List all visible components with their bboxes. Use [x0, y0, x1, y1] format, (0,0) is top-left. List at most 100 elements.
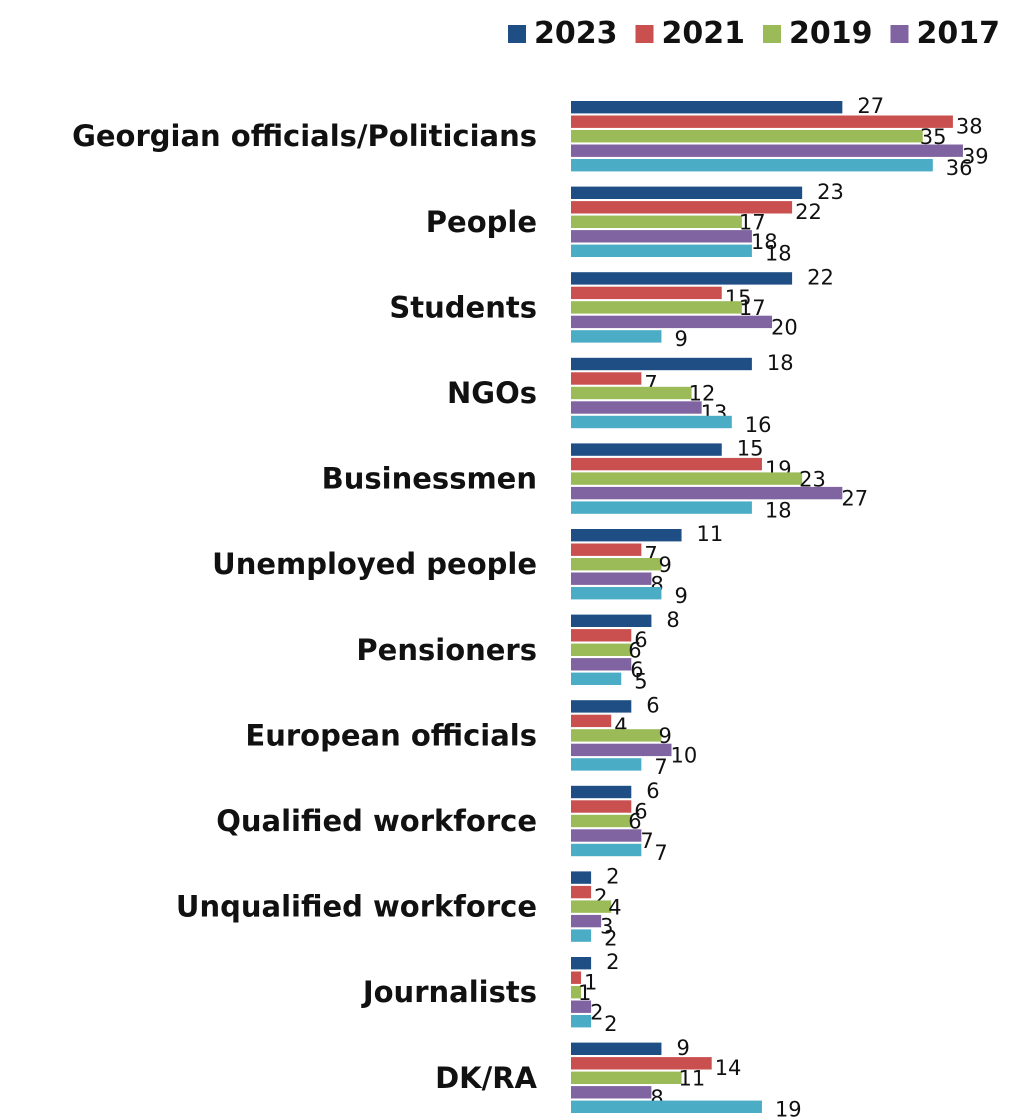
bar-businessmen-2019	[571, 472, 803, 485]
value-label-unemployed-people-series-5: 9	[674, 584, 687, 608]
bar-unqualified-workforce-2017	[571, 914, 602, 928]
legend-swatch-2019	[763, 25, 781, 43]
bar-people-2023	[571, 186, 803, 199]
bar-businessmen-2021	[571, 457, 762, 471]
value-label-businessmen-2017: 27	[841, 487, 868, 511]
bar-pensioners-2021	[571, 629, 632, 642]
category-label-european-officials: European officials	[245, 718, 537, 752]
bar-dk-ra-2017	[571, 1086, 652, 1099]
value-label-people-2017: 18	[751, 230, 778, 254]
bar-pensioners-series-5	[571, 672, 622, 685]
value-label-unemployed-people-2023: 11	[697, 522, 724, 546]
category-label-students: Students	[389, 290, 537, 324]
category-label-journalists: Journalists	[361, 975, 537, 1009]
bar-journalists-2019	[571, 986, 582, 999]
legend-swatch-2023	[508, 25, 526, 43]
value-label-journalists-2017: 2	[590, 1000, 603, 1024]
value-label-unqualified-workforce-series-5: 2	[604, 926, 617, 950]
value-label-european-officials-2019: 9	[658, 724, 671, 748]
bar-people-series-5	[571, 244, 752, 257]
category-label-qualified-workforce: Qualified workforce	[216, 804, 537, 838]
bar-georgian-officials-politicians-series-5	[571, 159, 933, 172]
bar-unemployed-people-2021	[571, 543, 642, 556]
legend-label-2019: 2019	[789, 16, 873, 51]
category-label-unqualified-workforce: Unqualified workforce	[176, 890, 537, 924]
value-label-ngos-2023: 18	[767, 351, 794, 375]
bar-dk-ra-2021	[571, 1057, 712, 1070]
legend-label-2021: 2021	[662, 16, 746, 51]
value-label-journalists-series-5: 2	[604, 1012, 617, 1036]
bar-unqualified-workforce-2019	[571, 900, 612, 913]
value-label-people-2023: 23	[817, 180, 844, 204]
bar-qualified-workforce-series-5	[571, 843, 642, 857]
bar-european-officials-series-5	[571, 758, 642, 771]
bar-ngos-2019	[571, 386, 692, 400]
bar-students-2021	[571, 286, 722, 300]
value-label-unqualified-workforce-2023: 2	[606, 865, 619, 889]
value-label-people-series-5: 18	[765, 242, 792, 266]
category-label-unemployed-people: Unemployed people	[212, 547, 537, 581]
bar-european-officials-2019	[571, 729, 662, 742]
bar-georgian-officials-politicians-2021	[571, 115, 953, 128]
bar-businessmen-2023	[571, 443, 722, 456]
bar-unqualified-workforce-2023	[571, 871, 592, 884]
value-label-georgian-officials-politicians-2023: 27	[857, 94, 884, 118]
value-label-dk-ra-2021: 14	[715, 1056, 742, 1080]
bar-unemployed-people-2023	[571, 529, 682, 542]
category-label-people: People	[426, 205, 537, 239]
value-label-pensioners-2023: 8	[666, 608, 679, 632]
value-label-journalists-2023: 2	[606, 950, 619, 974]
bar-pensioners-2017	[571, 658, 632, 671]
chart-legend: 2017 2019 2021 2023	[508, 16, 1000, 51]
value-label-european-officials-2017: 10	[671, 744, 698, 768]
bar-pensioners-2023	[571, 614, 652, 627]
legend-swatch-2021	[635, 25, 654, 43]
bar-ngos-series-5	[571, 415, 732, 429]
legend-label-2023: 2023	[534, 16, 618, 51]
value-label-people-2021: 22	[795, 200, 822, 224]
category-label-businessmen: Businessmen	[322, 462, 537, 496]
bar-people-2017	[571, 230, 752, 243]
bar-people-2021	[571, 201, 793, 214]
bar-european-officials-2017	[571, 743, 672, 757]
bar-unqualified-workforce-series-5	[571, 929, 592, 942]
bar-qualified-workforce-2023	[571, 785, 632, 799]
value-label-journalists-2021: 1	[584, 971, 597, 995]
bar-students-series-5	[571, 330, 662, 343]
bar-students-2017	[571, 315, 772, 329]
bar-group-unemployed-people: 117 98 9	[571, 522, 723, 608]
value-label-qualified-workforce-2021: 6	[634, 799, 647, 823]
bar-unqualified-workforce-2021	[571, 885, 592, 899]
bar-businessmen-2017	[571, 486, 843, 500]
legend-label-2017: 2017	[917, 16, 1001, 51]
value-label-businessmen-series-5: 18	[765, 498, 792, 522]
value-label-journalists-2019: 1	[578, 981, 591, 1005]
value-label-european-officials-series-5: 7	[654, 755, 667, 779]
value-label-businessmen-2023: 15	[737, 437, 764, 461]
value-label-qualified-workforce-2019: 6	[628, 810, 641, 834]
bar-georgian-officials-politicians-2023	[571, 101, 843, 114]
bar-ngos-2023	[571, 357, 752, 371]
value-label-ngos-series-5: 16	[745, 413, 772, 437]
value-label-georgian-officials-politicians-2021: 38	[956, 115, 983, 139]
bar-journalists-2023	[571, 957, 592, 970]
value-label-qualified-workforce-2023: 6	[646, 779, 659, 803]
category-label-georgian-officials-politicians: Georgian officials/Politicians	[72, 119, 537, 153]
value-label-dk-ra-2019: 11	[679, 1067, 706, 1091]
bar-ngos-2021	[571, 372, 642, 385]
value-label-unqualified-workforce-2017: 3	[600, 915, 613, 939]
value-label-unemployed-people-2019: 9	[658, 553, 671, 577]
bar-european-officials-2021	[571, 714, 612, 728]
value-label-dk-ra-series-5: 19	[775, 1098, 802, 1119]
category-label-ngos: NGOs	[447, 376, 537, 410]
